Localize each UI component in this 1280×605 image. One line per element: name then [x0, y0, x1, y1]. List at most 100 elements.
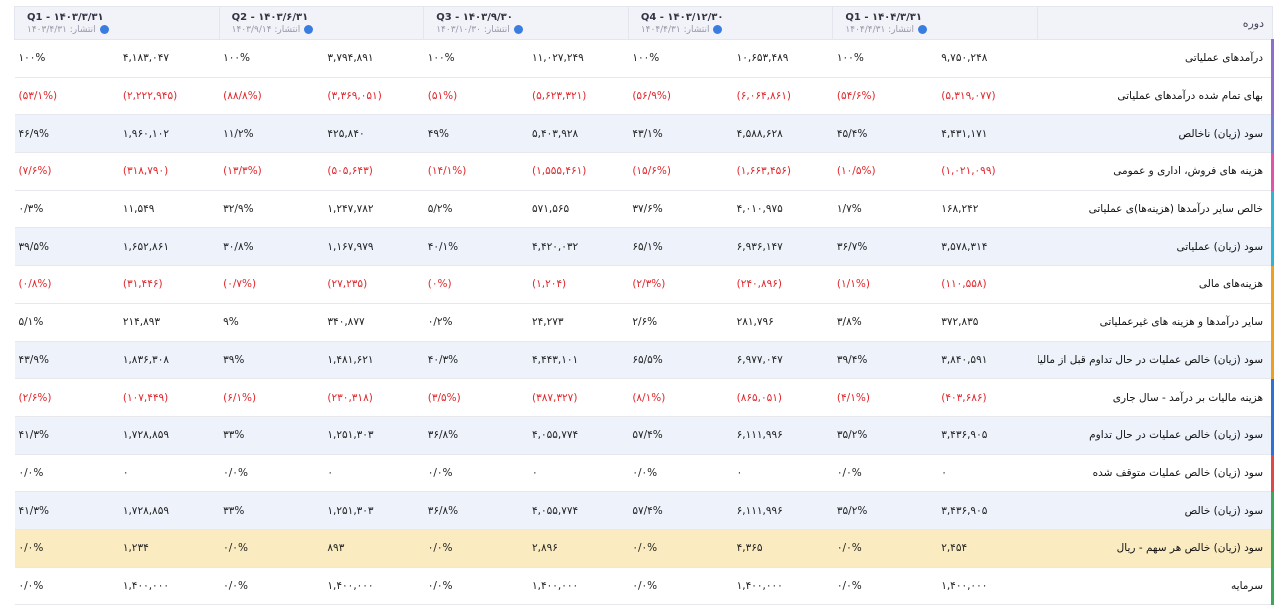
cell-percent: (۰/۷%) [219, 265, 322, 304]
cell-value: (۲۳۰,۳۱۸) [321, 378, 424, 417]
cell-percent: (۷/۶%) [14, 152, 117, 191]
cell-percent: ۳۷/۶% [628, 190, 731, 229]
cell-value: ۲۸۱,۷۹۶ [730, 303, 833, 342]
table-row: سایر درآمدها و هزینه های غیرعملیاتی ۳۷۲,۸… [14, 303, 1274, 342]
row-label: سود (زیان) خالص عملیات در حال تداوم [1037, 416, 1274, 455]
cell-value: (۱۰۷,۴۴۹) [116, 378, 220, 417]
cell-percent: ۴۱/۳% [14, 416, 117, 455]
cell-value: (۲,۲۲۲,۹۴۵) [116, 77, 220, 116]
table-row: هزینه‌های مالی (۱۱۰,۵۵۸) (۱/۱%) (۲۴۰,۸۹۶) (۲… [14, 265, 1274, 304]
row-label: هزینه‌های مالی [1037, 265, 1274, 304]
cell-percent: ۳۰/۸% [219, 227, 322, 267]
publish-text: انتشار: ۱۴۰۳/۱۰/۳۰ [436, 24, 510, 35]
cell-value: (۲۷,۲۳۵) [321, 265, 424, 304]
cell-percent: ۳۶/۸% [423, 416, 527, 455]
cell-percent: (۲/۳%) [628, 265, 731, 304]
cell-percent: ۵/۱% [14, 303, 117, 342]
calendar-icon [918, 24, 928, 34]
cell-percent: ۰/۰% [423, 529, 527, 568]
cell-percent: ۳۹/۵% [14, 227, 117, 267]
table-row: سود (زیان) خالص عملیات در حال تداوم ۳,۴۳۶… [14, 416, 1274, 455]
cell-value: (۱,۶۶۳,۴۵۶) [730, 152, 833, 191]
cell-value: ۴,۱۸۳,۰۴۷ [116, 39, 220, 78]
cell-percent: ۰/۰% [832, 567, 936, 605]
cell-value: ۲۱۴,۸۹۳ [116, 303, 220, 342]
cell-percent: ۴۰/۱% [423, 227, 527, 267]
cell-percent: (۵۳/۱%) [14, 77, 117, 116]
cell-value: ۰ [730, 454, 833, 493]
table-row: سود (زیان) خالص هر سهم - ریال ۲,۴۵۴ ۰/۰% ۴,… [14, 529, 1274, 568]
row-label: سود (زیان) عملیاتی [1037, 227, 1274, 267]
cell-percent: (۰/۸%) [14, 265, 117, 304]
cell-percent: ۳۹/۴% [832, 341, 936, 380]
cell-percent: ۲/۶% [628, 303, 731, 342]
cell-percent: ۳۶/۷% [832, 227, 936, 267]
row-label: سود (زیان) خالص [1037, 491, 1274, 530]
cell-percent: ۵/۲% [423, 190, 527, 229]
period-column-header: Q2 - ۱۴۰۳/۶/۳۱ انتشار: ۱۴۰۳/۹/۱۴ [218, 6, 425, 40]
cell-value: ۱,۴۰۰,۰۰۰ [526, 567, 629, 605]
cell-value: ۱,۸۳۶,۳۰۸ [116, 341, 220, 380]
cell-value: (۳,۳۶۹,۰۵۱) [321, 77, 424, 116]
cell-value: ۳,۷۹۴,۸۹۱ [321, 39, 424, 78]
period-header: دوره [1037, 6, 1273, 40]
publish-date: انتشار: ۱۴۰۳/۴/۳۱ [15, 24, 219, 35]
cell-value: ۴,۴۲۰,۰۳۲ [526, 227, 629, 267]
cell-value: (۳۱,۴۴۶) [116, 265, 220, 304]
cell-value: ۱,۲۴۷,۷۸۲ [321, 190, 424, 229]
cell-percent: ۳۲/۹% [219, 190, 322, 229]
cell-value: ۱۶۸,۲۴۲ [935, 190, 1038, 229]
cell-value: ۳,۵۷۸,۳۱۴ [935, 227, 1038, 267]
cell-percent: ۴۰/۳% [423, 341, 527, 380]
row-label: سود (زیان) خالص عملیات متوقف شده [1037, 454, 1274, 493]
cell-percent: ۴۶/۹% [14, 114, 117, 154]
cell-value: (۵,۳۱۹,۰۷۷) [935, 77, 1038, 116]
cell-value: ۶,۹۷۷,۰۴۷ [730, 341, 833, 380]
cell-percent: ۱/۷% [832, 190, 936, 229]
cell-percent: (۲/۶%) [14, 378, 117, 417]
cell-percent: (۶/۱%) [219, 378, 322, 417]
cell-percent: ۹% [219, 303, 322, 342]
cell-percent: ۳/۸% [832, 303, 936, 342]
cell-percent: ۰/۰% [628, 567, 731, 605]
cell-value: ۴,۳۶۵ [730, 529, 833, 568]
table-row: سرمایه ۱,۴۰۰,۰۰۰ ۰/۰% ۱,۴۰۰,۰۰۰ ۰/۰% ۱,۴۰۰,۰۰… [14, 567, 1274, 605]
cell-percent: ۰/۰% [628, 529, 731, 568]
cell-percent: ۰/۰% [14, 454, 117, 493]
period-column-header: Q3 - ۱۴۰۳/۹/۳۰ انتشار: ۱۴۰۳/۱۰/۳۰ [423, 6, 629, 40]
cell-value: ۰ [116, 454, 220, 493]
cell-percent: ۰/۰% [423, 567, 527, 605]
cell-value: ۱۱,۰۲۷,۲۴۹ [526, 39, 629, 78]
cell-value: ۲,۴۵۴ [935, 529, 1038, 568]
cell-value: ۳,۴۳۶,۹۰۵ [935, 491, 1038, 530]
period-column-header: Q1 - ۱۴۰۳/۳/۳۱ انتشار: ۱۴۰۳/۴/۳۱ [14, 6, 220, 40]
period-title: Q2 - ۱۴۰۳/۶/۳۱ [231, 11, 309, 23]
publish-date: انتشار: ۱۴۰۳/۱۰/۳۰ [424, 24, 628, 35]
cell-percent: (۱/۱%) [832, 265, 936, 304]
cell-value: ۱,۴۰۰,۰۰۰ [730, 567, 833, 605]
cell-value: (۱,۲۰۴) [526, 265, 629, 304]
cell-percent: ۰/۰% [219, 529, 322, 568]
cell-value: ۴,۰۵۵,۷۷۴ [526, 416, 629, 455]
cell-value: ۶,۱۱۱,۹۹۶ [730, 491, 833, 530]
period-title: Q1 - ۱۴۰۴/۳/۳۱ [845, 11, 923, 23]
cell-percent: (۱۳/۳%) [219, 152, 322, 191]
calendar-icon [304, 24, 314, 34]
cell-value: ۵۷۱,۵۶۵ [526, 190, 629, 229]
publish-date: انتشار: ۱۴۰۴/۴/۳۱ [833, 24, 1037, 35]
cell-percent: (۴/۱%) [832, 378, 936, 417]
cell-value: ۱۰,۶۵۳,۴۸۹ [730, 39, 833, 78]
body: دوره Q1 - ۱۴۰۴/۳/۳۱ انتشار: ۱۴۰۴/۴/۳۱ Q4 -… [14, 6, 1274, 605]
row-label: هزینه مالیات بر درآمد - سال جاری [1037, 378, 1274, 417]
cell-value: ۳,۸۴۰,۵۹۱ [935, 341, 1038, 380]
cell-value: ۳۴۰,۸۷۷ [321, 303, 424, 342]
row-label: بهای تمام شده درآمدهای عملیاتی [1037, 77, 1274, 116]
row-label: درآمدهای عملیاتی [1037, 39, 1274, 78]
cell-value: ۸۹۳ [321, 529, 424, 568]
cell-percent: ۰/۰% [832, 529, 936, 568]
publish-text: انتشار: ۱۴۰۳/۹/۱۴ [231, 24, 301, 35]
table-row: درآمدهای عملیاتی ۹,۷۵۰,۲۴۸ ۱۰۰% ۱۰,۶۵۳,۴۸۹ ۱… [14, 39, 1274, 78]
cell-percent: ۰/۲% [423, 303, 527, 342]
cell-value: ۴,۴۴۳,۱۰۱ [526, 341, 629, 380]
cell-value: (۱,۵۵۵,۴۶۱) [526, 152, 629, 191]
